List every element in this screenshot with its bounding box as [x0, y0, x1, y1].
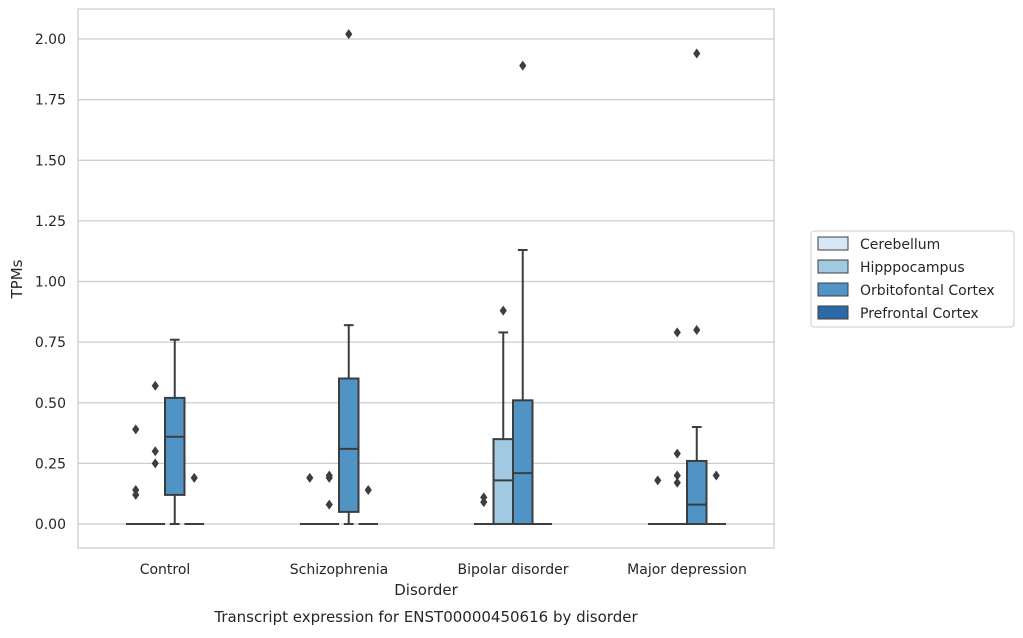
y-tick-label: 0.00: [35, 517, 66, 533]
y-tick-label: 1.00: [35, 275, 66, 291]
outlier-point: [499, 305, 507, 316]
outlier-point: [151, 446, 159, 457]
outlier-point: [480, 497, 488, 508]
x-tick-label: Bipolar disorder: [457, 562, 568, 578]
box-2-2: [512, 248, 534, 526]
outlier-point: [519, 60, 527, 71]
plot-area-frame: [77, 8, 775, 549]
box-iqr: [492, 438, 514, 525]
y-tick-label: 1.75: [35, 93, 66, 109]
outlier-point: [673, 470, 681, 481]
outliers: [132, 29, 720, 510]
y-tick-label: 1.50: [35, 153, 66, 169]
outlier-point: [364, 485, 372, 496]
y-tick-label: 2.00: [35, 32, 66, 48]
x-tick-label: Control: [140, 562, 191, 578]
box-iqr: [164, 396, 186, 496]
box-iqr: [686, 459, 708, 526]
boxes: [126, 248, 726, 526]
outlier-point: [132, 424, 140, 435]
legend-swatch: [817, 236, 849, 251]
legend-frame: [810, 230, 1015, 328]
legend-label: Orbitofontal Cortex: [860, 283, 995, 299]
box-2-3: [686, 426, 708, 526]
y-axis-title: TPMs: [8, 259, 26, 299]
y-tick-label: 1.25: [35, 214, 66, 230]
box-iqr: [338, 377, 360, 513]
outlier-point: [654, 475, 662, 486]
legend-swatch: [817, 305, 849, 320]
outlier-point: [693, 325, 701, 335]
legend: Cerebellum Hipppocampus Orbitofontal Corte…: [810, 230, 1015, 328]
x-axis-title: Disorder: [394, 581, 458, 599]
x-tick-labels: Control Schizophrenia Bipolar disorder Majo…: [140, 562, 747, 578]
outlier-point: [673, 448, 681, 459]
outlier-point: [190, 472, 198, 483]
outlier-point: [132, 489, 140, 500]
legend-label: Cerebellum: [860, 237, 940, 253]
box-2-0: [164, 338, 186, 525]
x-tick-label: Major depression: [627, 562, 747, 578]
y-tick-labels: 0.00 0.25 0.50 0.75 1.00 1.25 1.50 1.75 2.00: [35, 32, 66, 533]
outlier-point: [325, 472, 333, 483]
legend-swatch: [817, 282, 849, 297]
outlier-point: [306, 472, 314, 483]
outlier-point: [151, 380, 159, 391]
box-1-2: [492, 331, 514, 525]
legend-swatch: [817, 259, 849, 274]
x-tick-label: Schizophrenia: [290, 562, 388, 578]
y-tick-label: 0.25: [35, 456, 66, 472]
legend-label: Hipppocampus: [860, 260, 965, 276]
outlier-point: [693, 48, 701, 59]
y-tick-label: 0.50: [35, 396, 66, 412]
outlier-point: [673, 327, 681, 338]
box-iqr: [512, 399, 534, 526]
legend-label: Prefrontal Cortex: [860, 306, 979, 322]
outlier-point: [325, 499, 333, 510]
outlier-point: [151, 458, 159, 469]
chart-caption: Transcript expression for ENST0000045061…: [213, 608, 638, 626]
outlier-point: [712, 470, 720, 481]
outlier-point: [673, 477, 681, 488]
y-tick-label: 0.75: [35, 335, 66, 351]
grid-lines: [78, 38, 774, 525]
outlier-point: [345, 29, 353, 40]
box-2-1: [338, 324, 360, 525]
